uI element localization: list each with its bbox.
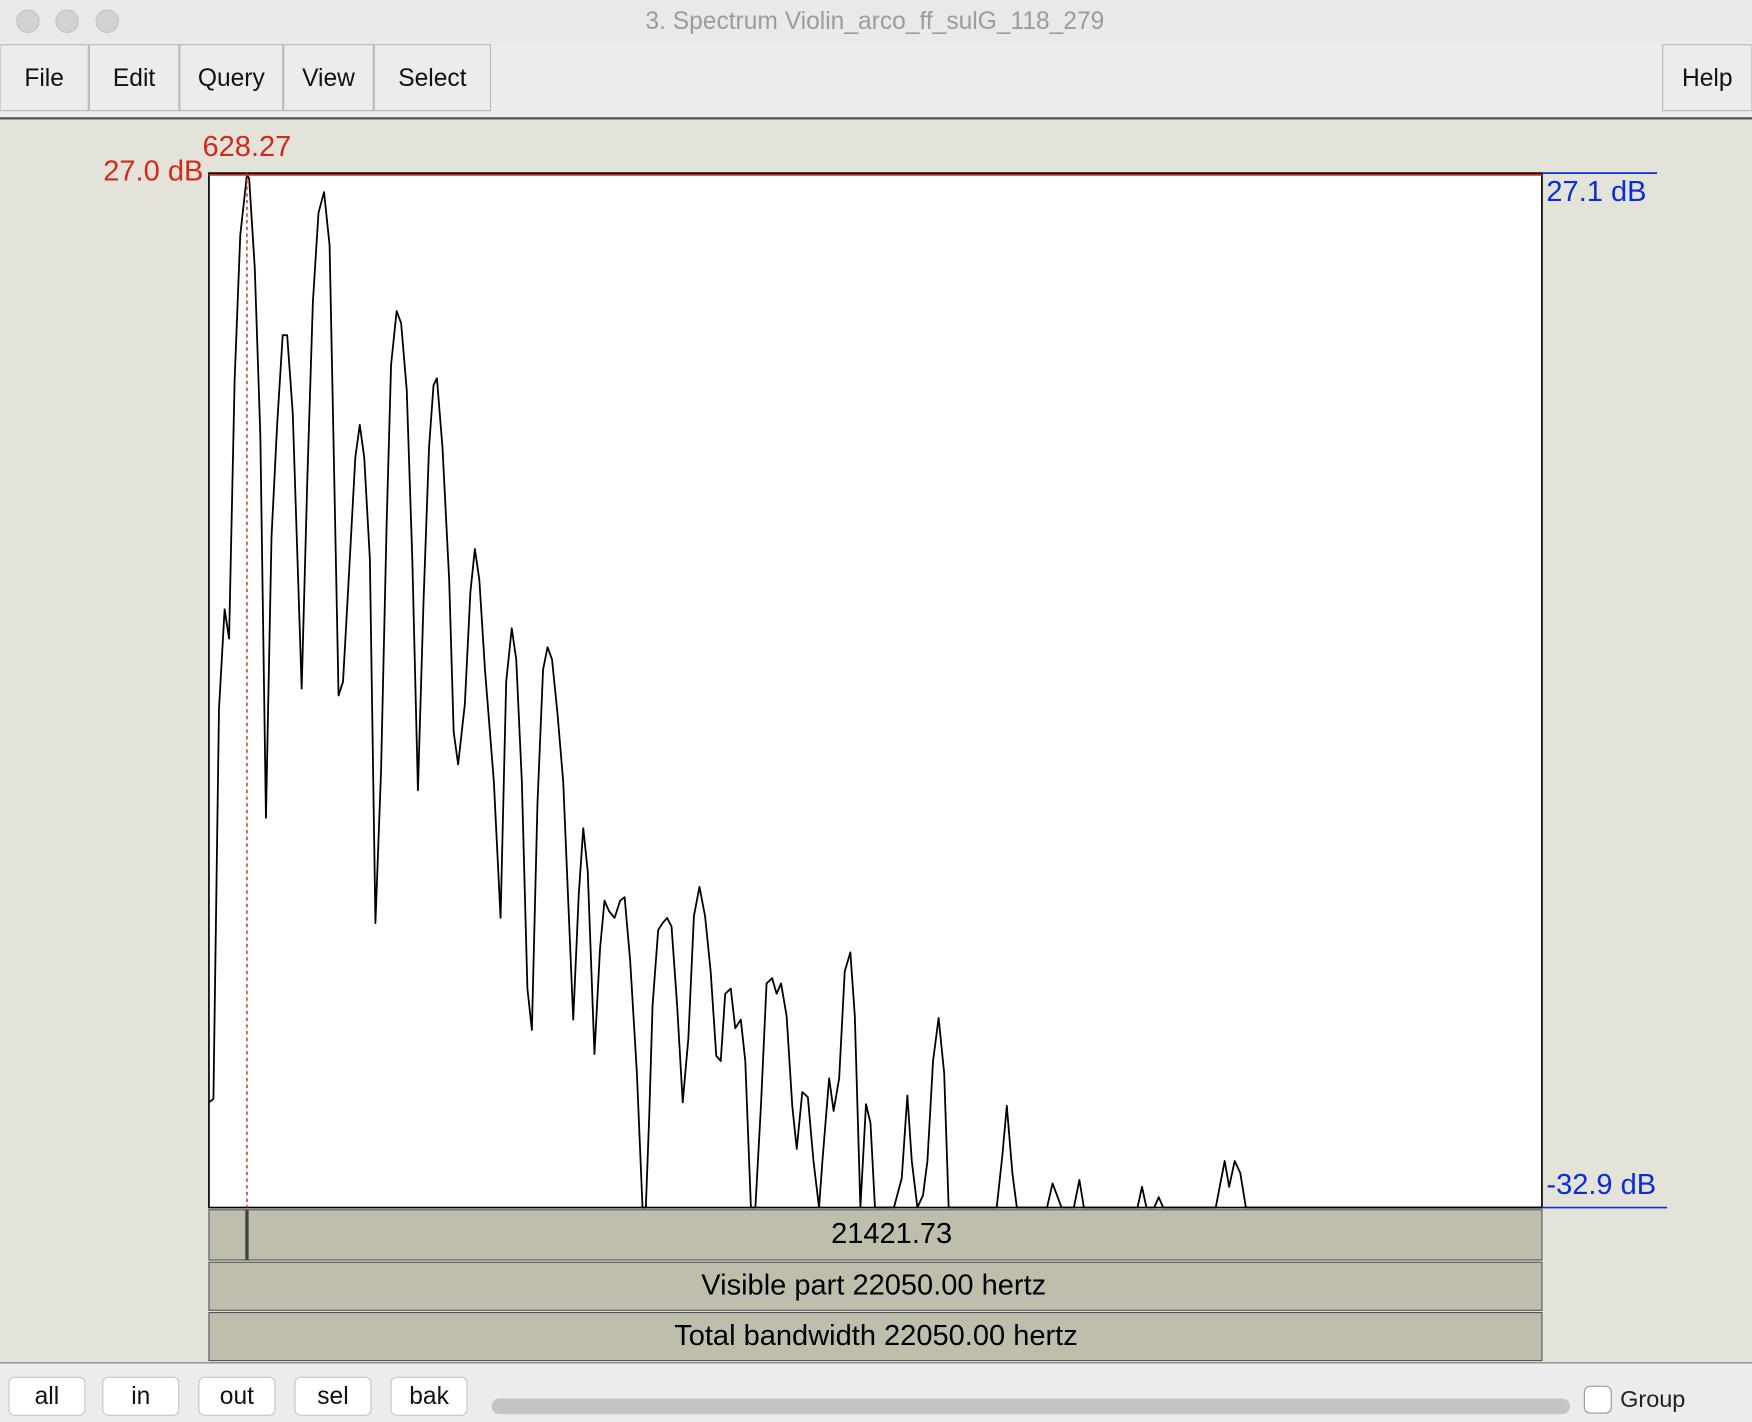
zoom-button[interactable] (102, 1376, 180, 1416)
scrollbar[interactable] (491, 1398, 1570, 1415)
cursor-level-label: 27.0 dB (103, 155, 203, 187)
menu-label: View (302, 65, 355, 92)
zoom-button[interactable] (95, 9, 119, 33)
menu-label: Edit (113, 65, 156, 92)
cursor-label: 628.27 (203, 131, 292, 163)
menu-item[interactable] (0, 44, 89, 112)
total-bandwidth-bar[interactable] (208, 1311, 1543, 1362)
zoom-button[interactable] (198, 1376, 276, 1416)
title-bar (0, 0, 1752, 43)
menu-item[interactable] (283, 44, 374, 112)
menu-item[interactable] (88, 44, 180, 112)
spectrum-line (208, 173, 1542, 1209)
button-group: all in out sel bak (8, 1376, 468, 1416)
cursor-bar[interactable] (208, 1209, 1543, 1261)
zoom-button[interactable] (390, 1376, 468, 1416)
cursor-distance: 21421.73 (831, 1218, 952, 1250)
button-label: bak (409, 1383, 449, 1410)
button-label: out (220, 1383, 254, 1410)
total-bandwidth: Total bandwidth 22050.00 hertz (674, 1320, 1078, 1352)
menu-item[interactable] (1662, 44, 1752, 112)
close-button[interactable] (16, 9, 40, 33)
window-title: 3. Spectrum Violin_arco_ff_sulG_118_279 (645, 8, 1104, 35)
button-label: all (35, 1383, 60, 1410)
y-tick-label: 27.1 dB (1546, 176, 1646, 208)
button-label: sel (317, 1383, 348, 1410)
visible-part-bar[interactable] (208, 1261, 1543, 1311)
menu-label: Select (398, 65, 466, 92)
minimize-button[interactable] (55, 9, 79, 33)
zoom-button[interactable] (8, 1376, 86, 1416)
checkbox-label: Group (1620, 1386, 1685, 1412)
menu-label: Help (1682, 65, 1733, 92)
menu-label: File (24, 65, 64, 92)
menu-label: Query (198, 65, 266, 92)
visible-part: Visible part 22050.00 hertz (701, 1270, 1046, 1302)
menu-item[interactable] (179, 44, 284, 112)
plot-area (208, 172, 1543, 1209)
group-checkbox[interactable] (1583, 1385, 1612, 1414)
y-tick-label: -32.9 dB (1546, 1169, 1656, 1201)
menu-group: File Edit Query View Select Help (0, 44, 1752, 112)
menu-item[interactable] (373, 44, 492, 112)
zoom-button[interactable] (294, 1376, 372, 1416)
button-label: in (131, 1383, 150, 1410)
